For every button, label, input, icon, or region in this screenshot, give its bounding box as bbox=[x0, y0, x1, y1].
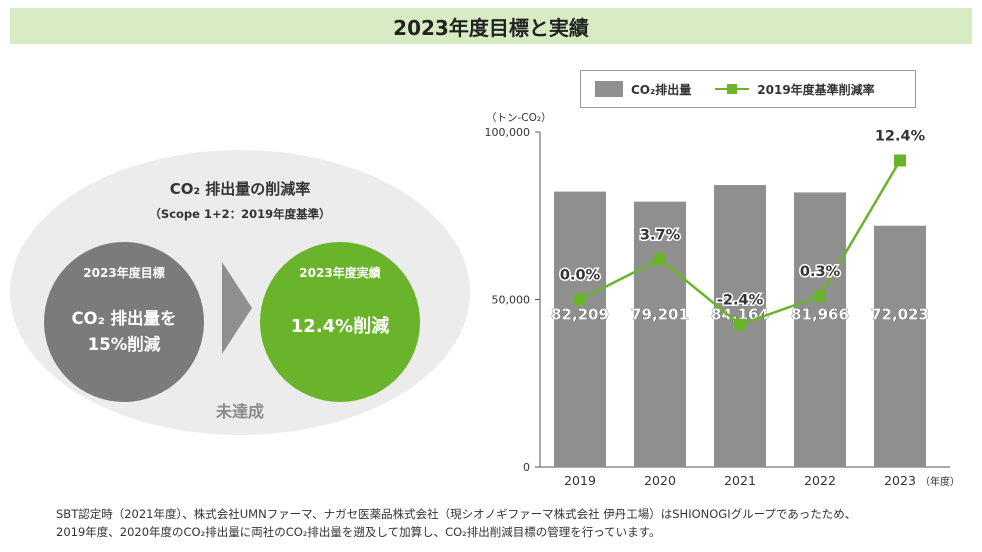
legend-line-label: 2019年度基準削減率 bbox=[757, 82, 875, 97]
emissions-chart: 050,000100,00082,209201979,201202084,164… bbox=[485, 126, 961, 488]
result-circle: 2023年度実績 12.4%削減 bbox=[260, 242, 420, 402]
target-circle: 2023年度目標 CO₂ 排出量を 15%削減 bbox=[44, 242, 204, 402]
arrow-right-icon bbox=[222, 262, 252, 354]
title-bar: 2023年度目標と実績 bbox=[10, 8, 972, 44]
target-value: CO₂ 排出量を 15%削減 bbox=[44, 306, 204, 358]
status-text: 未達成 bbox=[215, 402, 264, 421]
bar-2019 bbox=[554, 191, 606, 467]
result-value: 12.4%削減 bbox=[290, 316, 390, 337]
reduction-point-2020 bbox=[654, 253, 666, 266]
chart-legend: CO₂排出量 2019年度基準削減率 bbox=[580, 70, 916, 108]
legend-line-swatch bbox=[715, 81, 750, 97]
x-tick-label: 2019 bbox=[564, 473, 596, 488]
page-title: 2023年度目標と実績 bbox=[393, 15, 589, 40]
x-tick-label: 2023 bbox=[884, 473, 916, 488]
bar-value-label: 82,209 bbox=[551, 306, 609, 324]
x-tick-label: 2022 bbox=[804, 473, 836, 488]
bar-value-label: 81,966 bbox=[791, 306, 849, 324]
x-tick-label: 2021 bbox=[724, 473, 756, 488]
x-tick-label: 2020 bbox=[644, 473, 676, 488]
footnote-line-1: SBT認定時（2021年度）、株式会社UMNファーマ、ナガセ医薬品株式会社（現シ… bbox=[56, 507, 857, 521]
reduction-point-2021 bbox=[734, 318, 746, 331]
y-tick-label: 50,000 bbox=[492, 294, 531, 307]
bar-value-label: 79,201 bbox=[631, 306, 689, 324]
target-line-2: 15%削減 bbox=[87, 335, 161, 354]
y-tick-label: 0 bbox=[523, 461, 530, 474]
result-label: 2023年度実績 bbox=[299, 266, 381, 280]
footnote: SBT認定時（2021年度）、株式会社UMNファーマ、ナガセ医薬品株式会社（現シ… bbox=[56, 505, 976, 541]
legend-bar-label: CO₂排出量 bbox=[631, 82, 692, 97]
bar-2020 bbox=[634, 201, 686, 468]
reduction-value-label: 0.0% bbox=[560, 268, 601, 284]
x-axis-suffix: （年度） bbox=[920, 475, 960, 488]
bar-2023 bbox=[874, 225, 926, 467]
reduction-point-2023 bbox=[894, 154, 906, 167]
target-line-1: CO₂ 排出量を bbox=[71, 309, 177, 328]
summary-subtitle: （Scope 1+2：2019年度基準） bbox=[149, 207, 331, 221]
bar-2022 bbox=[794, 192, 846, 467]
bar-value-label: 72,023 bbox=[871, 306, 929, 324]
y-tick-label: 100,000 bbox=[485, 126, 531, 139]
footnote-line-2: 2019年度、2020年度のCO₂排出量に両社のCO₂排出量を遡及して加算し、C… bbox=[56, 525, 661, 539]
legend-bar-swatch bbox=[595, 81, 623, 97]
legend-item-line: 2019年度基準削減率 bbox=[691, 81, 875, 98]
summary-title: CO₂ 排出量の削減率 bbox=[169, 180, 311, 198]
reduction-value-label: -2.4% bbox=[717, 293, 764, 309]
reduction-point-2022 bbox=[814, 290, 826, 303]
reduction-value-label: 0.3% bbox=[800, 264, 841, 280]
legend-item-bar: CO₂排出量 bbox=[581, 81, 691, 98]
reduction-value-label: 12.4% bbox=[875, 128, 926, 144]
reduction-value-label: 3.7% bbox=[640, 227, 681, 243]
y-axis-unit: （トン-CO₂） bbox=[486, 112, 552, 124]
reduction-point-2019 bbox=[574, 293, 586, 306]
target-label: 2023年度目標 bbox=[83, 266, 165, 280]
